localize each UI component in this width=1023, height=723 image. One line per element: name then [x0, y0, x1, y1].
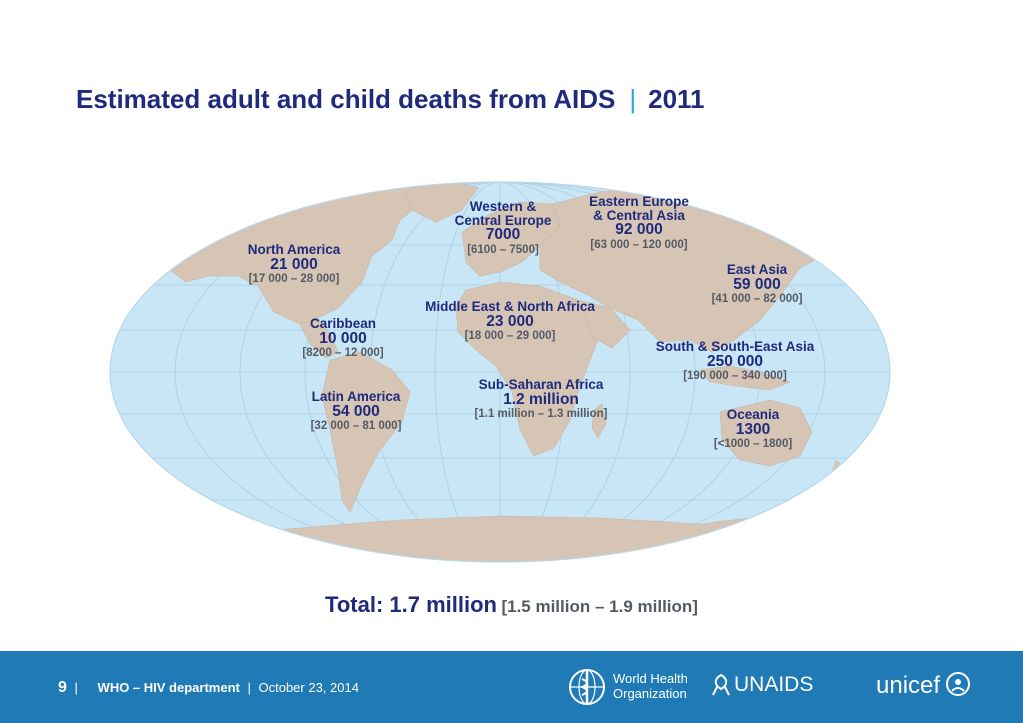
map-outline — [109, 181, 891, 563]
region-name-line1: Western & — [469, 199, 537, 214]
region-value: 1300 — [735, 420, 771, 438]
region-name-line1: Eastern Europe — [589, 194, 689, 209]
title-separator: | — [629, 84, 637, 114]
region-range: [63 000 – 120 000] — [590, 238, 688, 251]
region-name: Latin America — [311, 389, 401, 404]
slide-title-text: Estimated adult and child deaths from AI… — [76, 84, 616, 114]
slide-title: Estimated adult and child deaths from AI… — [76, 84, 705, 115]
footer-text: 9 | WHO – HIV department | October 23, 2… — [58, 679, 359, 697]
region-range: [1.1 million – 1.3 million] — [474, 408, 608, 420]
australia-land — [719, 399, 813, 467]
region-oceania: Oceania 1300 [<1000 – 1800] — [714, 408, 792, 451]
total-deaths: Total: 1.7 million [1.5 million – 1.9 mi… — [0, 592, 1023, 618]
region-range: [17 000 – 28 000] — [248, 273, 340, 285]
footer-separator-2: | — [247, 680, 251, 695]
region-value: 7000 — [485, 226, 521, 243]
who-logo: World Health Organization — [567, 667, 688, 712]
region-north-america: North America 21 000 [17 000 – 28 000] — [248, 243, 341, 286]
region-value: 1.2 million — [503, 390, 579, 408]
region-name-line2: & Central Asia — [593, 207, 685, 223]
unicef-logo: unicef — [876, 671, 971, 700]
region-range: [<1000 – 1800] — [713, 438, 793, 450]
total-label: Total: 1.7 million — [325, 592, 497, 617]
region-value: 21 000 — [270, 255, 318, 273]
who-emblem-icon — [569, 669, 605, 705]
unaids-wordmark: UNAIDS — [734, 673, 814, 696]
region-value: 250 000 — [706, 352, 764, 370]
footer-bar: 9 | WHO – HIV department | October 23, 2… — [0, 651, 1023, 723]
unaids-ribbon-icon — [712, 673, 730, 696]
region-name: Sub-Saharan Africa — [478, 377, 604, 392]
region-name: South & South-East Asia — [655, 339, 815, 354]
region-range: [32 000 – 81 000] — [310, 420, 402, 432]
region-latin-america: Latin America 54 000 [32 000 – 81 000] — [311, 390, 402, 433]
unicef-emblem-icon — [945, 672, 970, 696]
total-range: [1.5 million – 1.9 million] — [501, 597, 698, 616]
madagascar-land — [591, 403, 607, 439]
region-middle-east-north-africa: Middle East & North Africa 23 000 [18 00… — [425, 300, 595, 343]
south-america-land — [321, 351, 411, 513]
region-name-line2: Central Europe — [454, 212, 552, 228]
region-value: 10 000 — [319, 329, 367, 347]
page-number: 9 — [58, 679, 67, 696]
region-name: East Asia — [726, 262, 788, 277]
footer-date: October 23, 2014 — [258, 680, 359, 695]
region-name: Caribbean — [309, 316, 377, 331]
region-range: [190 000 – 340 000] — [683, 370, 787, 382]
footer-separator: | — [74, 680, 78, 695]
unicef-wordmark: unicef — [876, 672, 941, 699]
region-value: 23 000 — [486, 312, 534, 330]
region-value: 92 000 — [615, 221, 663, 238]
region-range: [18 000 – 29 000] — [464, 330, 556, 342]
region-name: Oceania — [726, 407, 780, 422]
who-name-line2: Organization — [613, 686, 687, 701]
who-name-line1: World Health — [613, 671, 688, 686]
region-east-asia: East Asia 59 000 [41 000 – 82 000] — [712, 263, 803, 306]
region-caribbean: Caribbean 10 000 [8200 – 12 000] — [302, 317, 383, 360]
slide-title-year: 2011 — [648, 84, 705, 114]
region-value: 59 000 — [733, 275, 781, 293]
region-value: 54 000 — [332, 402, 380, 420]
region-range: [8200 – 12 000] — [302, 347, 384, 359]
region-eastern-europe-central-asia: Eastern Europe & Central Asia 92 000 [63… — [589, 195, 689, 251]
unaids-logo: UNAIDS — [710, 673, 813, 702]
antarctica-land — [110, 513, 890, 562]
arabia-land — [577, 299, 631, 349]
region-name: North America — [247, 242, 341, 257]
indonesia-land — [699, 365, 791, 391]
region-western-central-europe: Western & Central Europe 7000 [6100 – 75… — [455, 200, 552, 256]
department-label: WHO – HIV department — [97, 680, 240, 695]
region-name: Middle East & North Africa — [425, 299, 595, 314]
region-range: [41 000 – 82 000] — [711, 293, 803, 305]
region-range: [6100 – 7500] — [467, 243, 539, 256]
greenland-land — [401, 182, 479, 223]
region-south-southeast-asia: South & South-East Asia 250 000 [190 000… — [656, 340, 815, 383]
central-america-land — [299, 317, 339, 359]
africa-land — [455, 281, 607, 457]
region-sub-saharan-africa: Sub-Saharan Africa 1.2 million [1.1 mill… — [475, 378, 608, 421]
